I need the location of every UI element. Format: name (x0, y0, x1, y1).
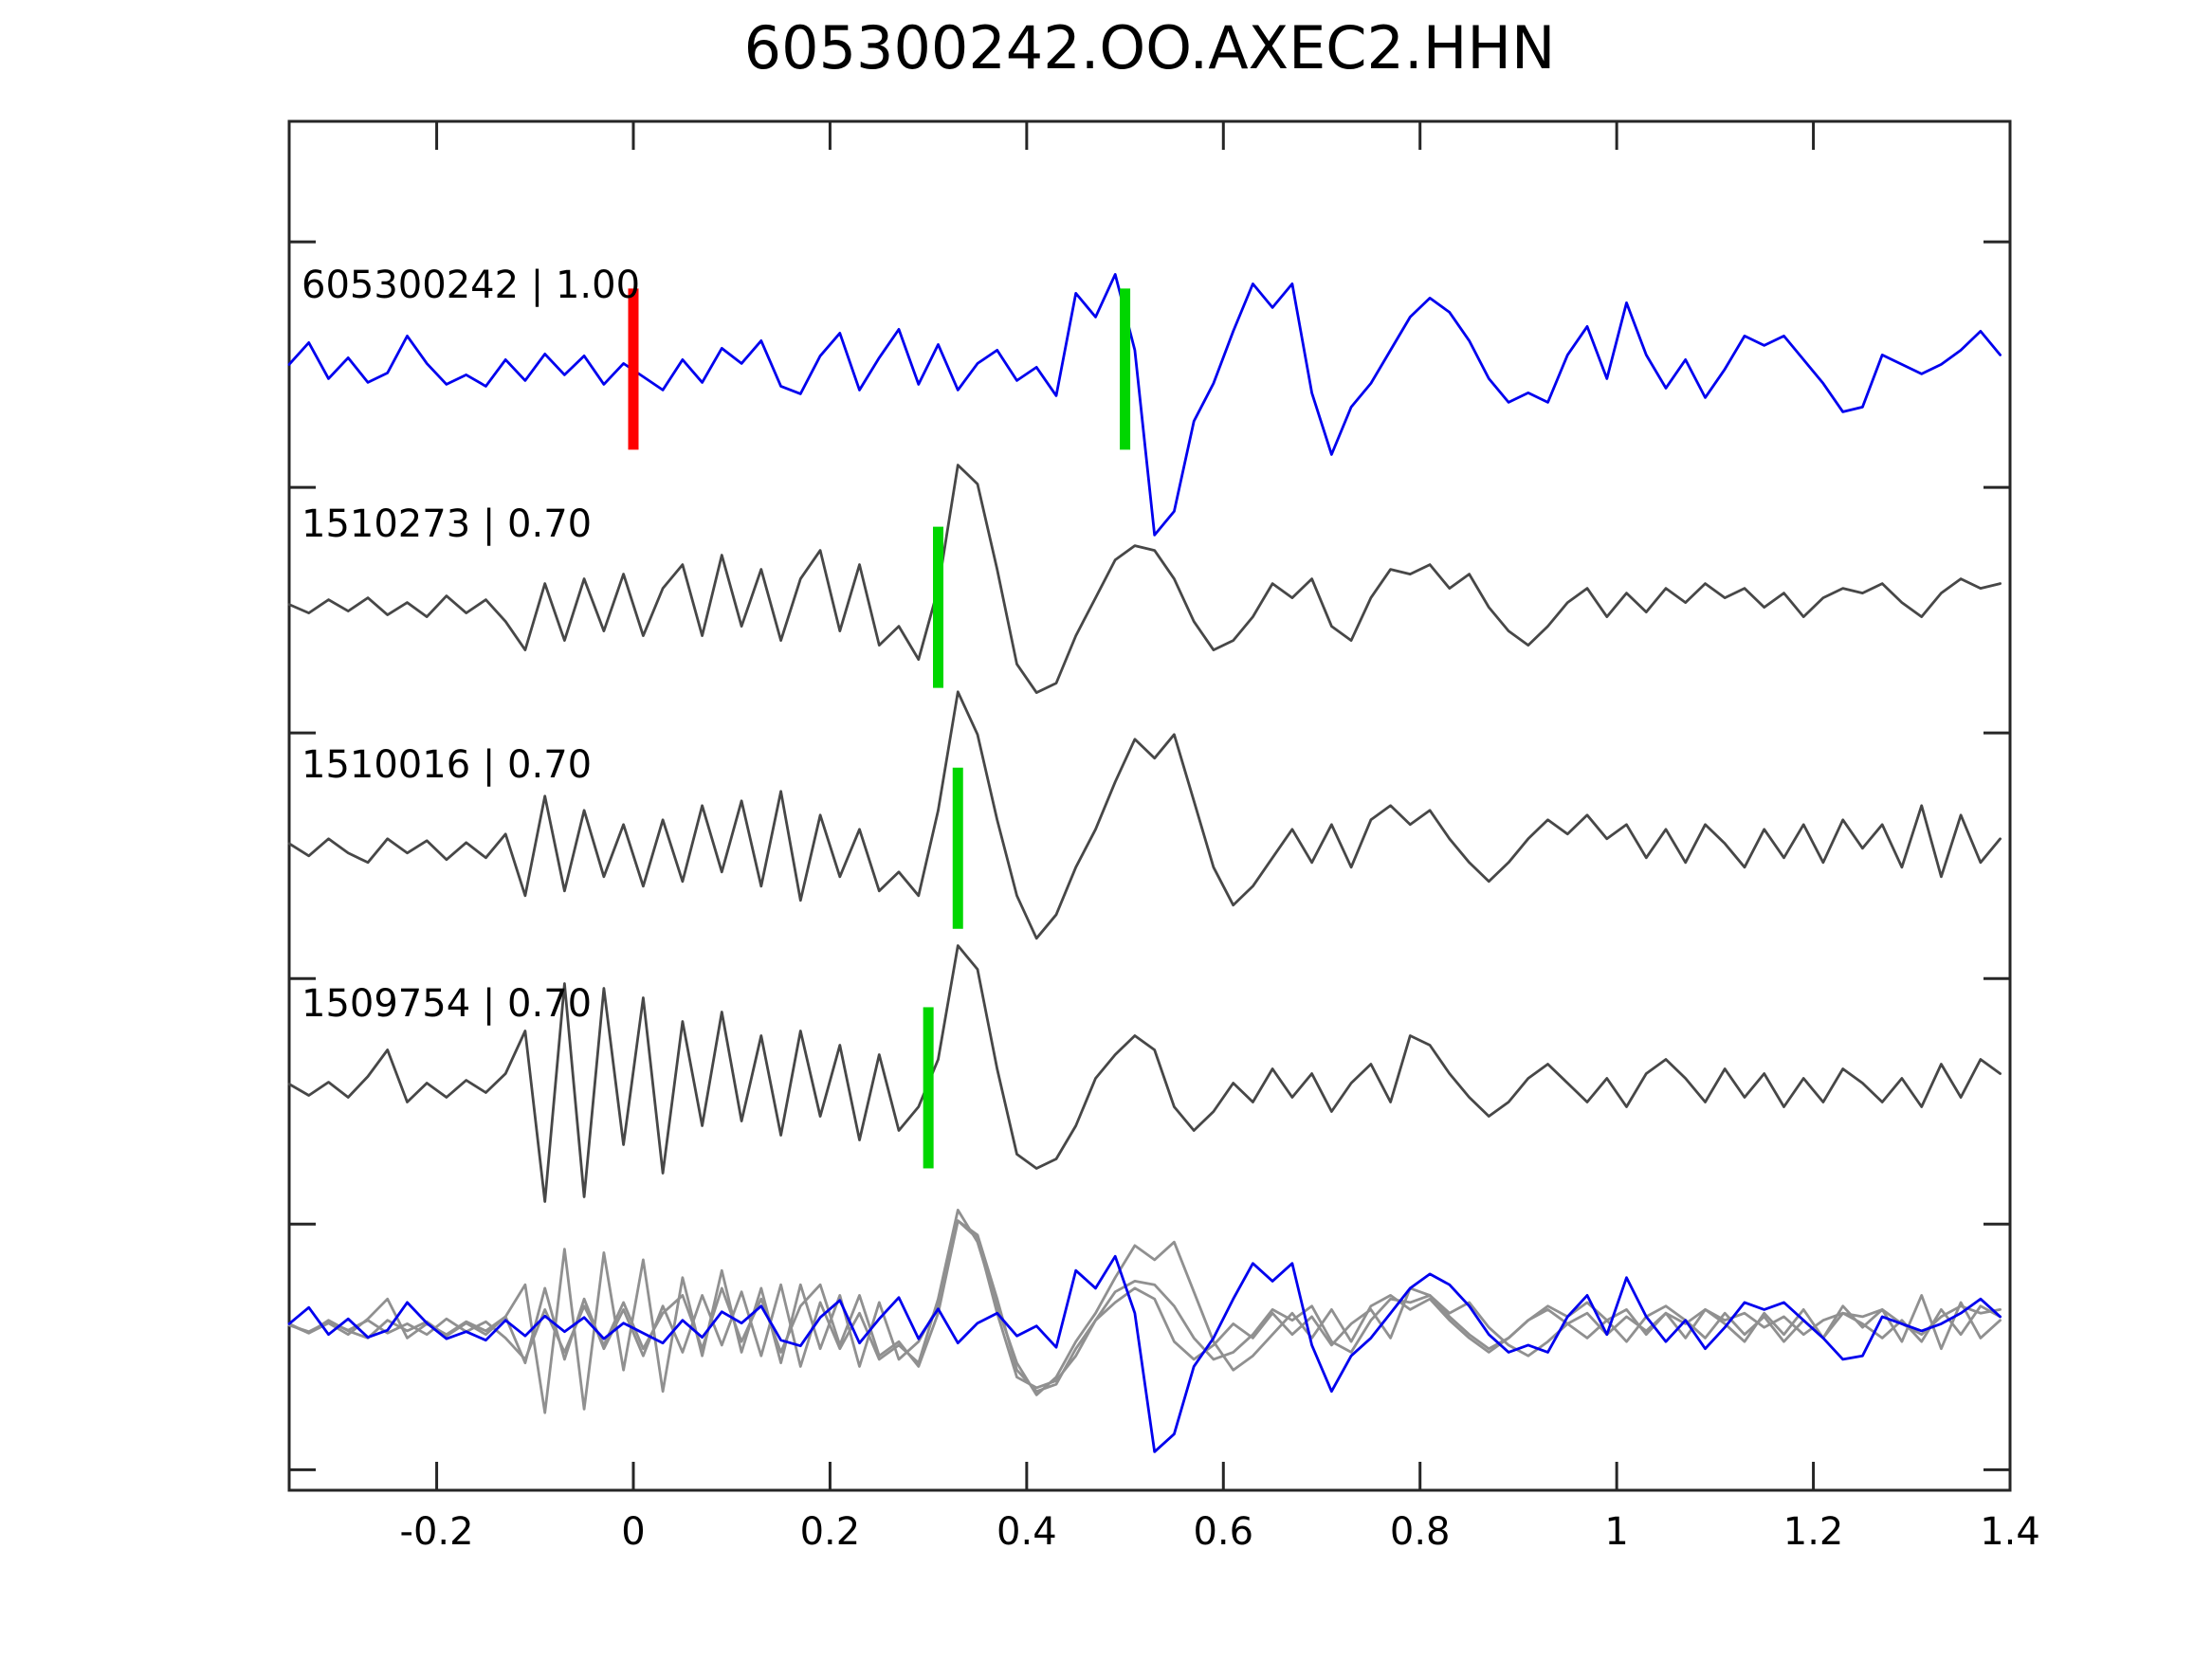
trace-label-1510273: 1510273 | 0.70 (302, 501, 593, 546)
x-tick-label: 1.2 (1782, 1510, 1844, 1554)
trace-label-605300242: 605300242 | 1.00 (302, 264, 641, 308)
x-tick-label: 0.2 (799, 1510, 861, 1554)
x-tick-label: 0.4 (996, 1510, 1057, 1554)
x-tick-label: 0.6 (1193, 1510, 1254, 1554)
x-tick-label: 1.4 (1980, 1510, 2040, 1554)
x-tick-label: 1 (1604, 1510, 1629, 1554)
figure-title: 605300242.OO.AXEC2.HHN (743, 13, 1556, 82)
x-tick-label: 0 (621, 1510, 646, 1554)
trace-label-1510016: 1510016 | 0.70 (302, 742, 593, 787)
x-tick-label: 0.8 (1389, 1510, 1451, 1554)
x-tick-label: -0.2 (399, 1510, 474, 1554)
trace-label-1509754: 1509754 | 0.70 (302, 982, 593, 1027)
